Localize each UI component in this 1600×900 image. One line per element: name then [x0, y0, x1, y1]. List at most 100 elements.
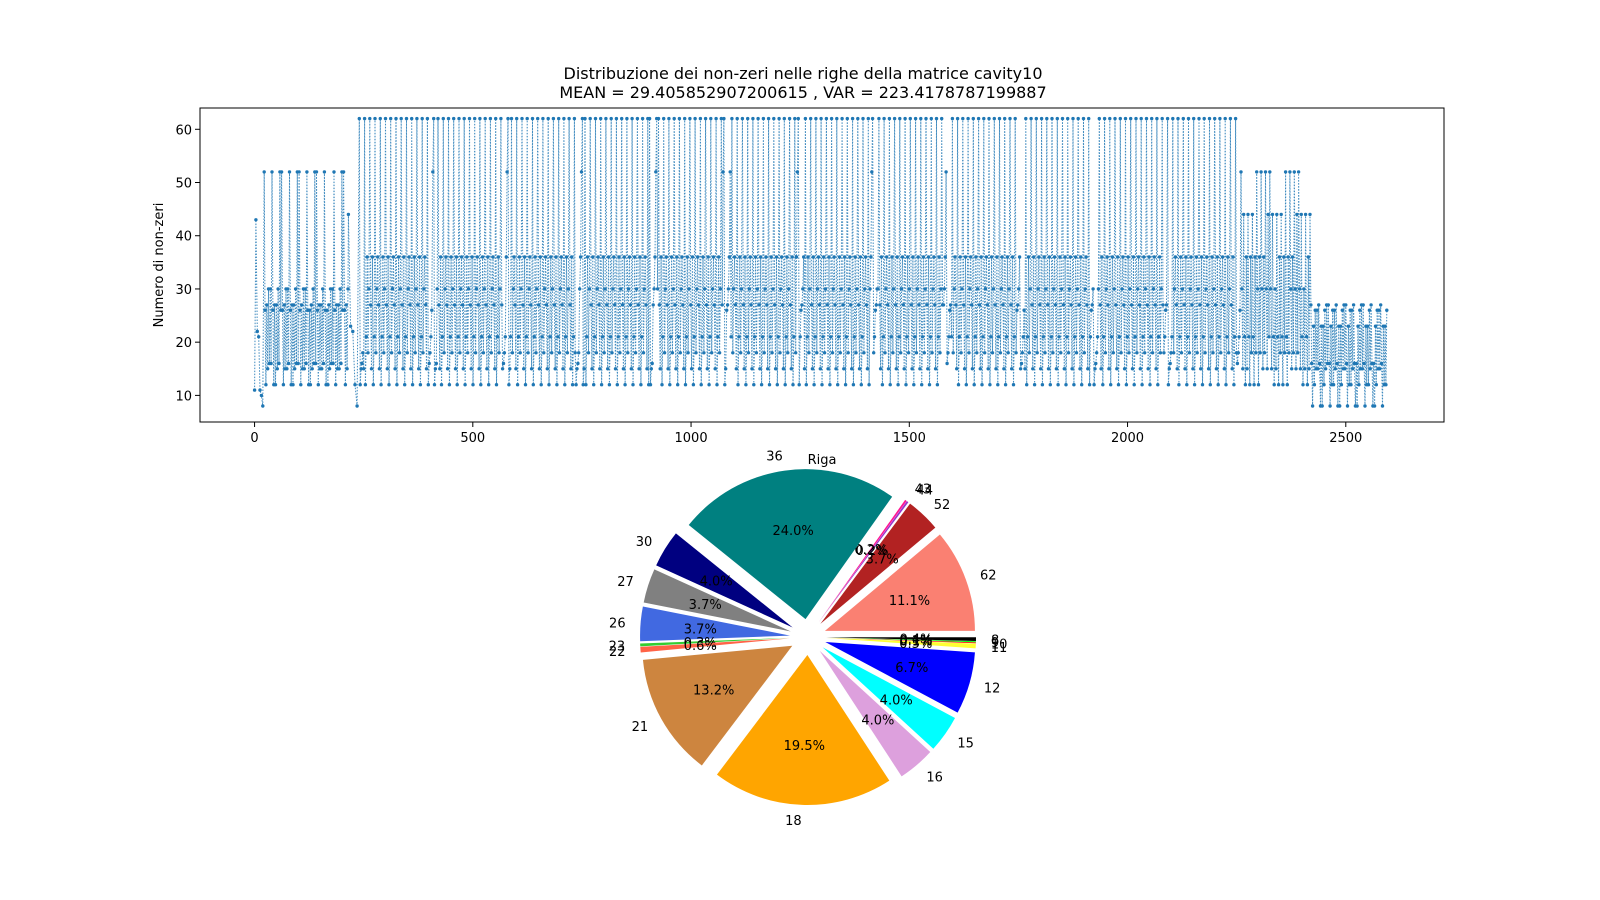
y-axis-label: Numero di non-zeri: [152, 203, 167, 328]
data-point: [466, 287, 471, 291]
data-point: [650, 361, 654, 366]
data-point: [1041, 335, 1046, 339]
data-point: [462, 116, 466, 121]
data-point: [521, 303, 525, 307]
data-point: [1086, 367, 1090, 371]
data-point: [1055, 116, 1060, 121]
data-point: [606, 367, 610, 371]
data-point: [784, 335, 788, 339]
data-point: [880, 383, 885, 387]
data-point: [371, 383, 375, 387]
data-point: [365, 255, 369, 259]
data-point: [922, 351, 926, 355]
data-point: [1288, 170, 1292, 174]
data-point: [1167, 367, 1172, 371]
data-point: [497, 351, 501, 355]
data-point: [928, 335, 933, 339]
data-point: [563, 335, 568, 339]
data-point: [384, 303, 389, 307]
data-point: [1196, 287, 1200, 291]
data-point: [445, 367, 450, 371]
data-point: [927, 383, 932, 387]
data-point: [1214, 367, 1219, 371]
data-point: [712, 303, 716, 307]
data-point: [1174, 303, 1179, 307]
data-point: [944, 170, 948, 174]
data-point: [303, 287, 307, 291]
data-point: [945, 361, 949, 366]
data-point: [1200, 383, 1205, 387]
data-point: [1042, 255, 1046, 259]
data-point: [950, 116, 955, 121]
data-point: [910, 367, 914, 371]
data-point: [543, 255, 548, 259]
y-tick-label: 40: [175, 230, 192, 245]
pie-chart: 6211.1%523.7%440.2%430.2%3624.0%304.0%27…: [609, 450, 1008, 829]
data-point: [771, 287, 775, 291]
data-point: [811, 255, 815, 259]
data-point: [1170, 335, 1174, 339]
data-point: [621, 367, 626, 371]
data-point: [1146, 367, 1150, 371]
data-point: [1302, 287, 1306, 291]
data-point: [333, 308, 337, 312]
data-point: [637, 367, 641, 371]
data-point: [252, 388, 257, 392]
pie-slice-18: [716, 654, 890, 805]
data-point: [1080, 335, 1085, 339]
data-point: [399, 116, 403, 121]
x-tick-label: 500: [460, 431, 485, 446]
data-point: [649, 367, 653, 371]
data-point: [745, 335, 749, 339]
data-point: [937, 255, 941, 259]
data-point: [1094, 361, 1098, 366]
data-point: [1054, 367, 1059, 371]
data-point: [427, 361, 431, 366]
pie-percent-label: 0.4%: [899, 632, 932, 647]
data-point: [1206, 367, 1211, 371]
data-point: [1066, 351, 1071, 355]
data-point: [362, 367, 366, 371]
data-point: [906, 255, 910, 259]
data-point: [1300, 335, 1304, 339]
data-point: [890, 255, 894, 259]
data-point: [768, 335, 772, 339]
data-point: [273, 383, 278, 387]
data-point: [758, 367, 762, 371]
data-point: [489, 351, 493, 355]
data-point: [496, 255, 500, 259]
data-point: [529, 367, 534, 371]
pie-slice-12: [825, 641, 975, 713]
data-point: [692, 335, 696, 339]
data-point: [1101, 383, 1105, 387]
data-point: [738, 255, 742, 259]
data-point: [1208, 383, 1213, 387]
data-point: [1344, 303, 1348, 307]
data-point: [338, 287, 342, 291]
data-point: [376, 255, 380, 259]
data-point: [821, 335, 825, 339]
data-point: [1051, 351, 1055, 355]
data-point: [916, 255, 920, 259]
data-point: [280, 308, 285, 312]
data-point: [676, 335, 681, 339]
data-point: [327, 367, 332, 371]
data-point: [1186, 116, 1191, 121]
data-point: [814, 116, 818, 121]
data-point: [405, 351, 409, 355]
data-point: [620, 303, 625, 307]
data-point: [930, 351, 934, 355]
data-point: [1078, 367, 1082, 371]
data-point: [1053, 303, 1058, 307]
data-point: [1231, 255, 1235, 259]
data-point: [1117, 335, 1122, 339]
data-point: [982, 116, 986, 121]
data-point: [536, 116, 540, 121]
data-point: [666, 367, 670, 371]
data-point: [749, 303, 753, 307]
data-point: [559, 255, 563, 259]
data-point: [709, 116, 713, 121]
data-point: [924, 116, 928, 121]
data-point: [456, 335, 460, 339]
data-point: [942, 287, 947, 291]
